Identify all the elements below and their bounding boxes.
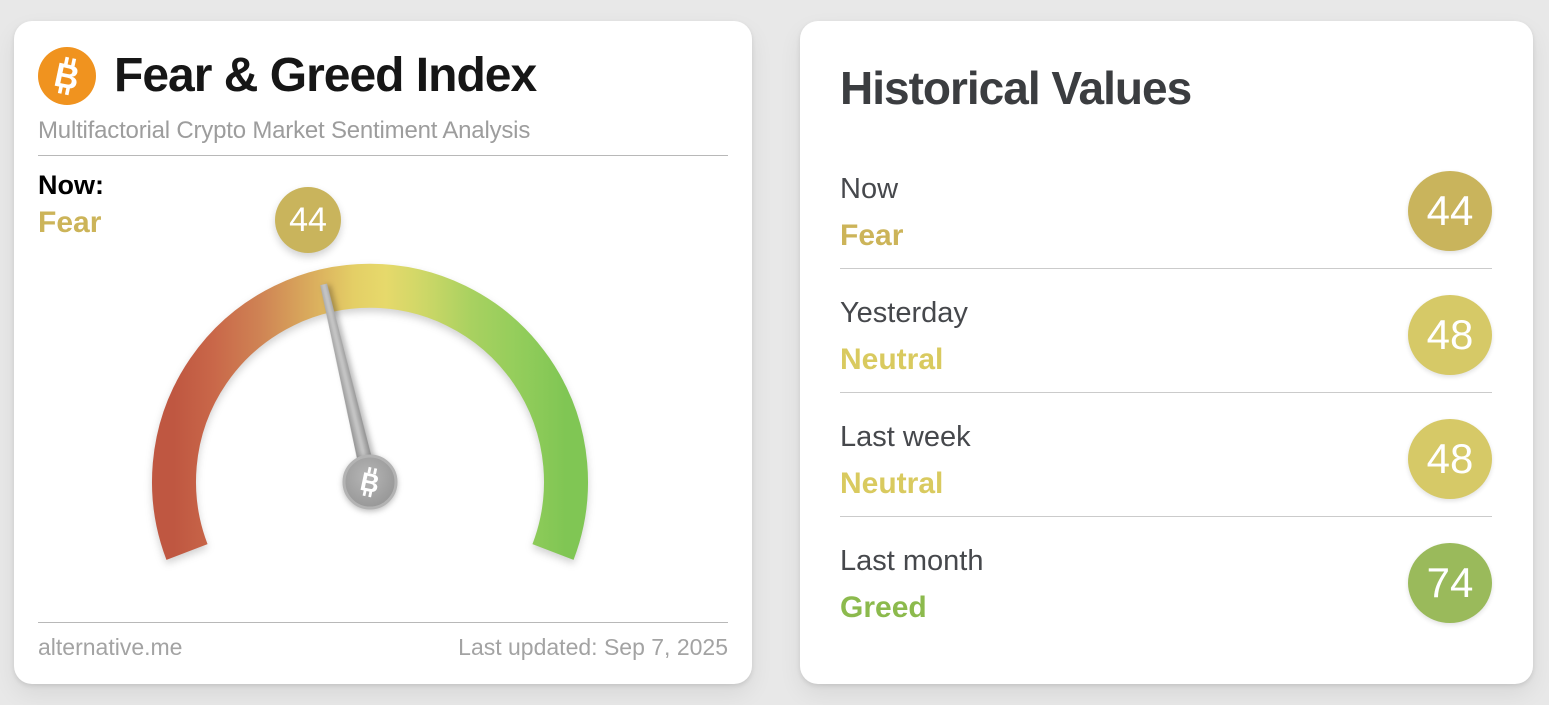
period-value-badge: 48 <box>1408 295 1492 375</box>
historical-rows: Now Fear 44 Yesterday Neutral 48 Last we… <box>840 171 1492 671</box>
row-divider <box>840 268 1492 269</box>
period-classification: Fear <box>840 219 904 252</box>
fear-greed-header: B Fear & Greed Index <box>38 47 537 105</box>
history-row-yesterday: Yesterday Neutral 48 <box>840 295 1492 423</box>
row-divider <box>840 392 1492 393</box>
source-link[interactable]: alternative.me <box>38 634 183 660</box>
bitcoin-icon: B <box>38 47 96 105</box>
now-label: Now: <box>38 170 104 200</box>
period-label: Now <box>840 173 899 205</box>
period-classification: Neutral <box>840 467 944 500</box>
page-subtitle: Multifactorial Crypto Market Sentiment A… <box>38 117 531 144</box>
historical-values-card: Historical Values Now Fear 44 Yesterday … <box>800 21 1533 684</box>
period-label: Last week <box>840 421 971 453</box>
current-sentiment: Now: Fear <box>38 172 104 238</box>
footer-divider <box>38 622 728 623</box>
gauge-needle <box>320 283 380 491</box>
fear-greed-card: B Fear & Greed Index Multifactorial Cryp… <box>14 21 752 684</box>
gauge-hub-bitcoin-icon: B <box>342 454 398 510</box>
card-footer: alternative.me Last updated: Sep 7, 2025 <box>38 634 728 661</box>
period-classification: Greed <box>840 591 927 624</box>
period-value-badge: 74 <box>1408 543 1492 623</box>
period-value-badge: 44 <box>1408 171 1492 251</box>
last-updated: Last updated: Sep 7, 2025 <box>458 634 728 660</box>
gauge-arc <box>152 263 588 560</box>
history-row-now: Now Fear 44 <box>840 171 1492 299</box>
page-title: Fear & Greed Index <box>114 49 537 102</box>
sentiment-gauge: B <box>140 257 600 587</box>
period-value-badge: 48 <box>1408 419 1492 499</box>
now-classification: Fear <box>38 206 102 239</box>
history-row-last-week: Last week Neutral 48 <box>840 419 1492 547</box>
header-divider <box>38 155 728 156</box>
period-classification: Neutral <box>840 343 944 376</box>
row-divider <box>840 516 1492 517</box>
period-label: Yesterday <box>840 297 968 329</box>
current-value-badge: 44 <box>275 187 341 253</box>
historical-title: Historical Values <box>840 62 1192 114</box>
period-label: Last month <box>840 545 984 577</box>
history-row-last-month: Last month Greed 74 <box>840 543 1492 671</box>
